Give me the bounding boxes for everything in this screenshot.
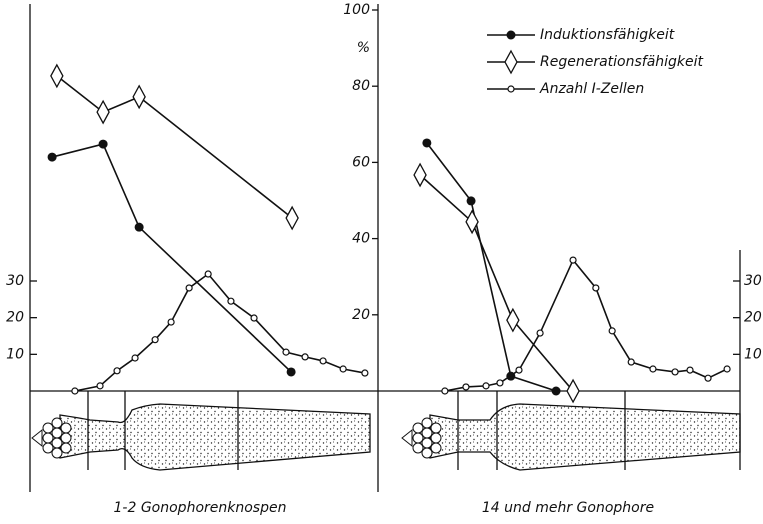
point	[441, 387, 449, 395]
point	[96, 382, 104, 390]
point	[319, 357, 327, 365]
y-tick-label: 20	[352, 307, 370, 323]
point	[723, 365, 731, 373]
point	[250, 314, 258, 322]
point	[422, 138, 432, 148]
point	[671, 368, 679, 376]
point	[496, 379, 504, 387]
point	[96, 99, 110, 125]
point	[361, 369, 369, 377]
legend-label: Induktionsfähigkeit	[540, 27, 675, 43]
y2-tick-label: 20	[744, 310, 762, 326]
point	[98, 139, 108, 149]
point	[462, 383, 470, 391]
series-line	[51, 143, 292, 373]
point	[131, 354, 139, 362]
point	[704, 374, 712, 382]
y2-tick-label: 10	[6, 346, 24, 362]
point	[649, 365, 657, 373]
legend-label: Anzahl I-Zellen	[539, 81, 644, 97]
point	[204, 270, 212, 278]
gonophore-drawing	[31, 391, 741, 471]
point	[167, 318, 175, 326]
point	[465, 209, 479, 235]
y2-tick-label: 20	[6, 310, 24, 326]
point	[134, 222, 144, 232]
point	[286, 367, 296, 377]
series-line	[56, 75, 293, 219]
point	[536, 329, 544, 337]
point	[185, 284, 193, 292]
series-line	[419, 174, 574, 392]
point	[113, 367, 121, 375]
point	[71, 387, 79, 395]
y-tick-label: 100	[343, 2, 370, 18]
point	[551, 386, 561, 396]
point	[627, 358, 635, 366]
legend-marker	[506, 30, 516, 40]
point	[515, 366, 523, 374]
legend-label: Regenerationsfähigkeit	[540, 54, 704, 70]
point	[50, 63, 64, 89]
y2-tick-label: 30	[6, 273, 24, 289]
legend-marker	[507, 85, 515, 93]
panel-label: 14 und mehr Gonophore	[482, 500, 654, 516]
point	[413, 162, 427, 188]
y2-tick-label: 10	[744, 346, 762, 362]
point	[227, 297, 235, 305]
point	[482, 382, 490, 390]
point	[686, 366, 694, 374]
y-tick-label: 60	[352, 154, 370, 170]
point	[282, 348, 290, 356]
y2-tick-label: 30	[744, 273, 762, 289]
point	[566, 378, 580, 404]
legend-marker	[504, 49, 518, 75]
point	[47, 152, 57, 162]
point	[301, 353, 309, 361]
y-tick-label: 40	[352, 231, 370, 247]
point	[466, 196, 476, 206]
axes	[29, 4, 741, 492]
y-axis-label: %	[357, 40, 370, 56]
point	[151, 336, 159, 344]
point	[569, 256, 577, 264]
point	[132, 84, 146, 110]
y-tick-label: 80	[352, 78, 370, 94]
point	[608, 327, 616, 335]
point	[339, 365, 347, 373]
point	[506, 307, 520, 333]
series-line	[444, 258, 728, 392]
panel-label: 1-2 Gonophorenknospen	[114, 500, 287, 516]
series-line	[426, 142, 557, 392]
point	[285, 205, 299, 231]
point	[592, 284, 600, 292]
